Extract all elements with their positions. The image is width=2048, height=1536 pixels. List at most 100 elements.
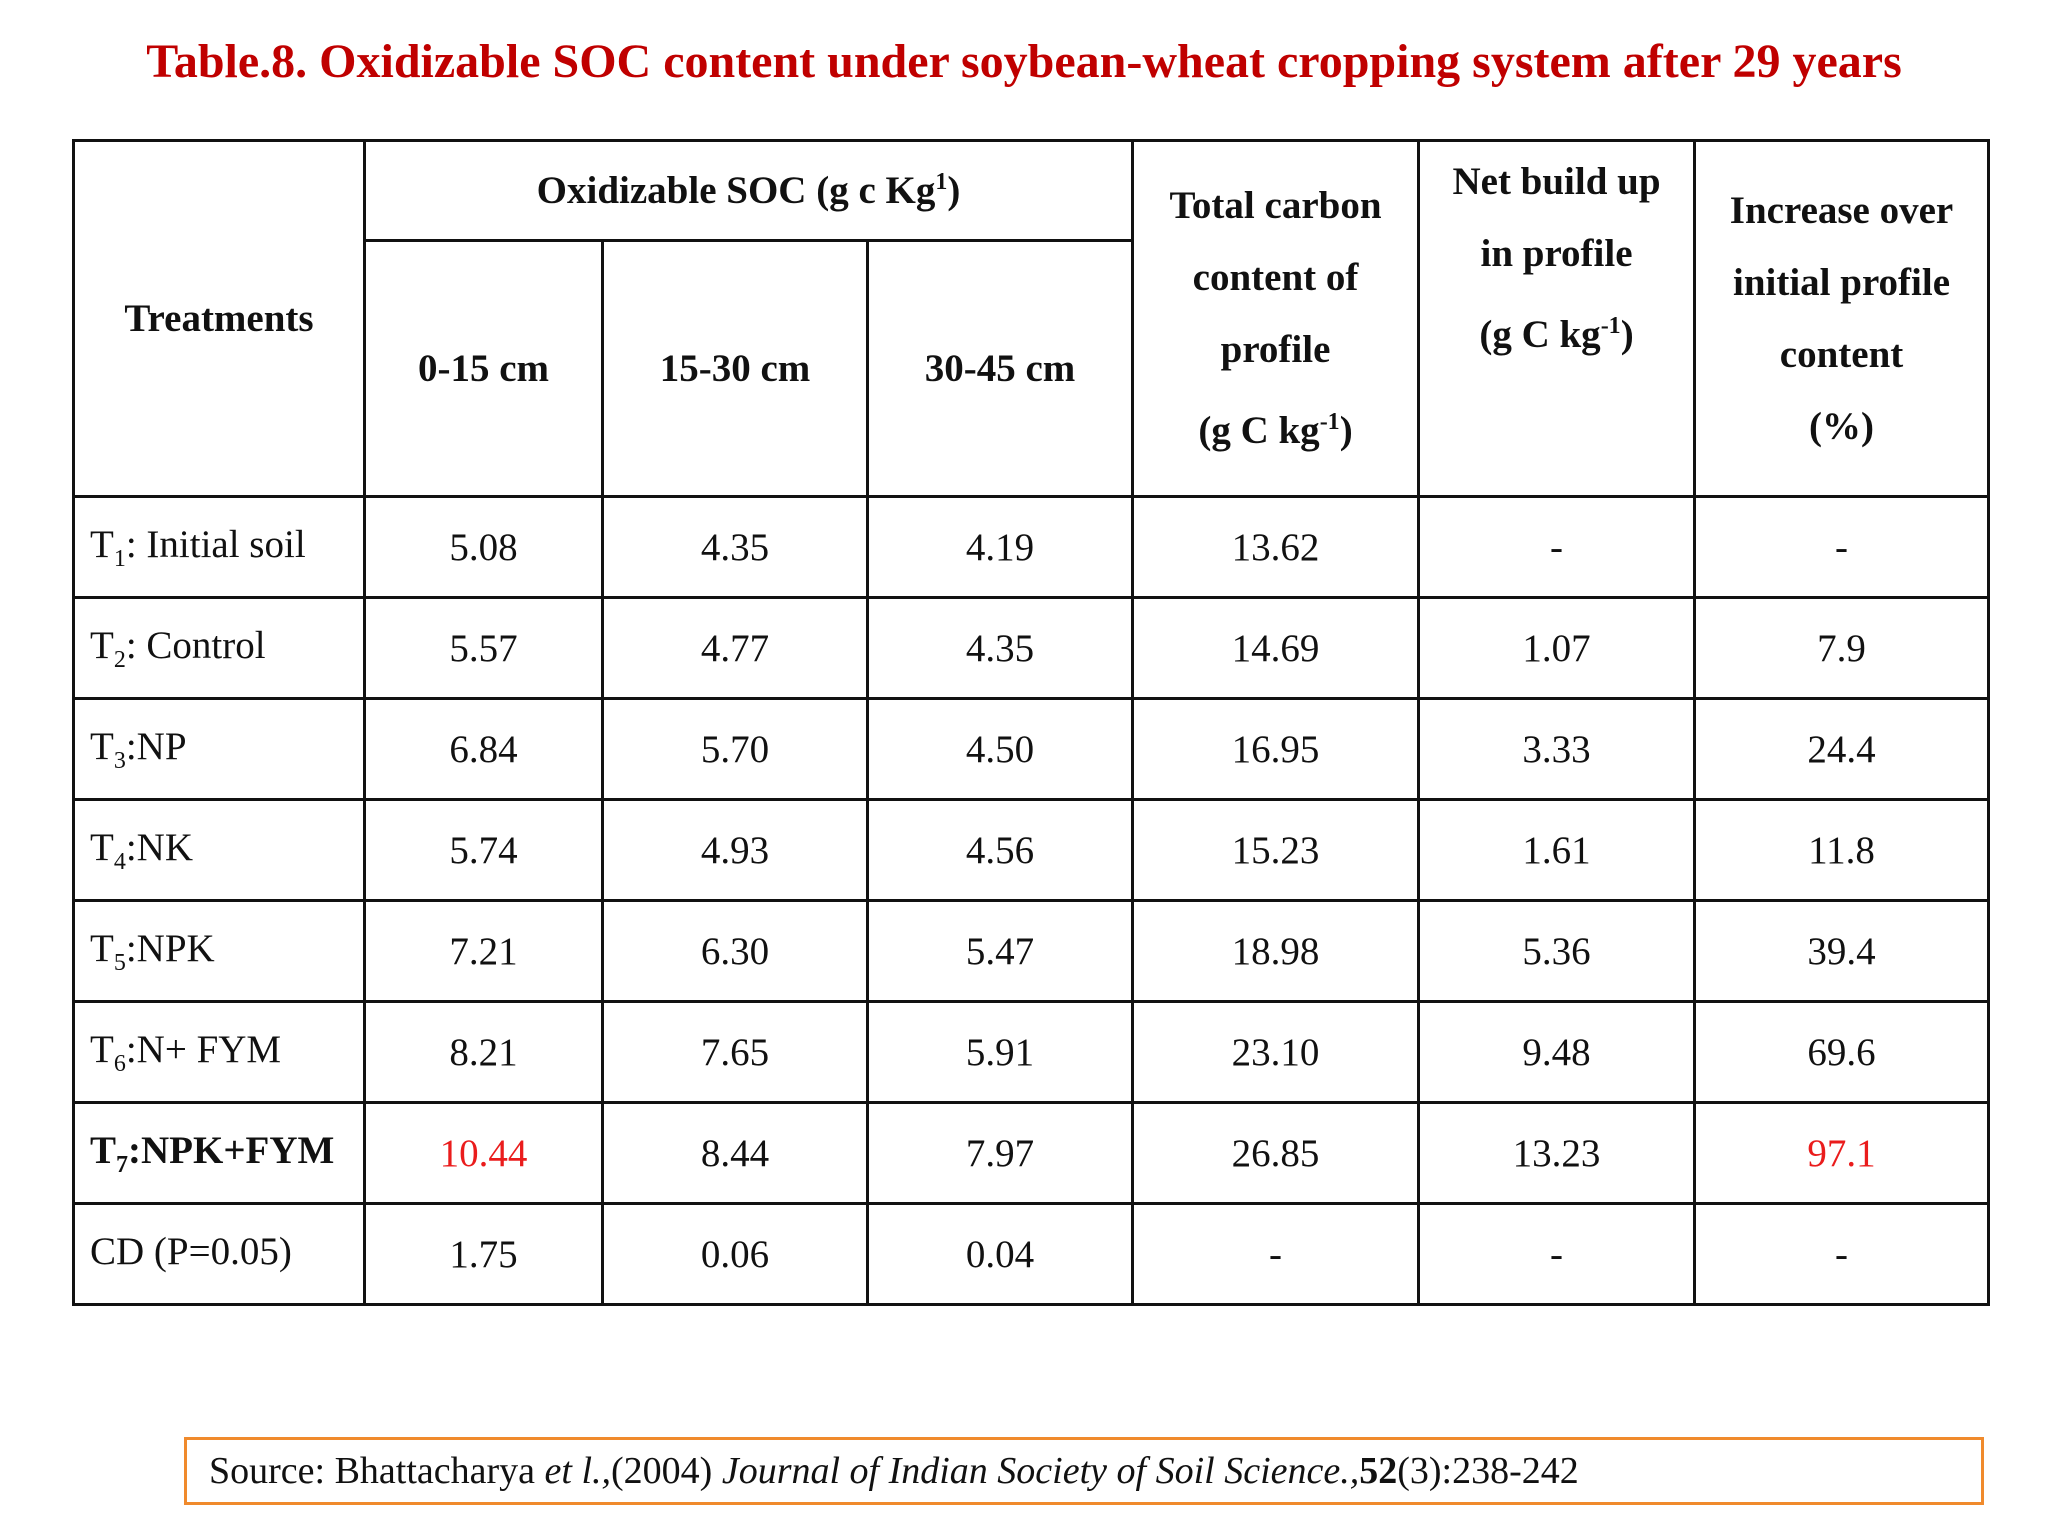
header-oxidizable-soc-end: ) <box>947 169 961 212</box>
treatment-cell: T5:NPK <box>72 899 366 1003</box>
header-net-buildup-l2: in profile <box>1480 232 1633 275</box>
treatment-t: T <box>90 522 114 566</box>
source-volume: 52 <box>1359 1450 1398 1492</box>
header-depth-30-45: 30-45 cm <box>865 239 1135 498</box>
source-prefix: Source: Bhattacharya <box>209 1450 545 1492</box>
header-net-buildup-l3: (g C kg-1) <box>1420 290 1693 371</box>
soc-15-30-cell: 4.35 <box>601 495 869 599</box>
header-increase: Increase over initial profile content (%… <box>1693 139 1991 498</box>
treatment-cell: T6:N+ FYM <box>72 1000 366 1104</box>
soc-0-15-cell-highlight: 10.44 <box>363 1101 604 1205</box>
soc-0-15-cell: 1.75 <box>363 1202 604 1306</box>
increase-cell: 39.4 <box>1693 899 1991 1003</box>
net-buildup-cell: 1.61 <box>1417 798 1697 902</box>
treatment-cell: T2: Control <box>72 596 366 700</box>
soc-0-15-cell: 5.57 <box>363 596 604 700</box>
treatment-t: T <box>90 825 114 869</box>
soc-30-45-cell: 4.19 <box>865 495 1135 599</box>
header-depth-15-30: 15-30 cm <box>601 239 869 498</box>
treatment-t: T <box>90 1027 114 1071</box>
treatment-name: :NP <box>125 724 187 768</box>
soc-15-30-cell: 4.93 <box>601 798 869 902</box>
net-buildup-cell: - <box>1417 495 1697 599</box>
soc-15-30-cell: 8.44 <box>601 1101 869 1205</box>
net-buildup-cell: 5.36 <box>1417 899 1697 1003</box>
treatment-name: :NPK+FYM <box>128 1128 335 1172</box>
soc-table: Treatments Oxidizable SOC (g c Kg1) Tota… <box>72 139 1991 1306</box>
total-carbon-cell: 14.69 <box>1131 596 1421 700</box>
total-carbon-cell: 15.23 <box>1131 798 1421 902</box>
header-net-buildup-l3a: (g C kg <box>1479 313 1601 356</box>
header-total-carbon-l3: profile <box>1220 328 1331 371</box>
header-total-carbon-l2: content of <box>1192 256 1359 299</box>
table-title: Table.8. Oxidizable SOC content under so… <box>146 35 1902 88</box>
soc-15-30-cell: 5.70 <box>601 697 869 801</box>
source-year: (2004) <box>611 1450 722 1492</box>
increase-cell: 11.8 <box>1693 798 1991 902</box>
increase-cell: - <box>1693 495 1991 599</box>
treatment-t: CD (P=0.05) <box>90 1229 292 1273</box>
treatment-t: T <box>90 1128 117 1172</box>
table-row: T5:NPK 7.21 6.30 5.47 18.98 5.36 39.4 <box>72 899 1991 1003</box>
increase-cell: - <box>1693 1202 1991 1306</box>
header-net-buildup-l3sup: -1 <box>1600 313 1621 339</box>
treatment-t: T <box>90 623 114 667</box>
increase-cell: 7.9 <box>1693 596 1991 700</box>
net-buildup-cell: - <box>1417 1202 1697 1306</box>
treatment-name: : Initial soil <box>125 522 306 566</box>
table-row-highlight: T7:NPK+FYM 10.44 8.44 7.97 26.85 13.23 9… <box>72 1101 1991 1205</box>
header-increase-l4: (%) <box>1809 404 1874 448</box>
header-total-carbon-l4sup: -1 <box>1319 409 1340 435</box>
treatment-cell: T4:NK <box>72 798 366 902</box>
treatment-cell: T7:NPK+FYM <box>72 1101 366 1205</box>
header-oxidizable-soc-sup: 1 <box>935 169 948 195</box>
treatment-sub: 5 <box>113 949 126 976</box>
treatment-cell: T1: Initial soil <box>72 495 366 599</box>
soc-15-30-cell: 7.65 <box>601 1000 869 1104</box>
table-row: T6:N+ FYM 8.21 7.65 5.91 23.10 9.48 69.6 <box>72 1000 1991 1104</box>
header-depth-0-15: 0-15 cm <box>363 239 604 498</box>
soc-15-30-cell: 4.77 <box>601 596 869 700</box>
treatment-sub: 1 <box>113 545 126 572</box>
total-carbon-cell: 13.62 <box>1131 495 1421 599</box>
treatment-sub: 2 <box>113 646 126 673</box>
header-total-carbon-l4a: (g C kg <box>1198 409 1320 452</box>
treatment-name: :NK <box>125 825 193 869</box>
soc-30-45-cell: 4.50 <box>865 697 1135 801</box>
treatment-sub: 3 <box>113 747 126 774</box>
source-etal: et l., <box>544 1450 612 1492</box>
header-oxidizable-soc: Oxidizable SOC (g c Kg1) <box>362 139 1135 242</box>
treatment-t: T <box>90 724 114 768</box>
total-carbon-cell: 26.85 <box>1131 1101 1421 1205</box>
total-carbon-cell: 23.10 <box>1131 1000 1421 1104</box>
treatment-t: T <box>90 926 114 970</box>
treatment-name: :N+ FYM <box>125 1027 282 1071</box>
soc-15-30-cell: 6.30 <box>601 899 869 1003</box>
header-row-1: Treatments Oxidizable SOC (g c Kg1) Tota… <box>72 139 1991 498</box>
soc-30-45-cell: 5.47 <box>865 899 1135 1003</box>
source-rest: (3):238-242 <box>1397 1450 1579 1492</box>
increase-cell-highlight: 97.1 <box>1693 1101 1991 1205</box>
soc-30-45-cell: 4.56 <box>865 798 1135 902</box>
treatment-cell: CD (P=0.05) <box>72 1202 366 1306</box>
soc-0-15-cell: 7.21 <box>363 899 604 1003</box>
soc-0-15-cell: 8.21 <box>363 1000 604 1104</box>
treatment-sub: 4 <box>113 848 126 875</box>
net-buildup-cell: 3.33 <box>1417 697 1697 801</box>
soc-30-45-cell: 4.35 <box>865 596 1135 700</box>
treatment-name: : Control <box>125 623 266 667</box>
total-carbon-cell: - <box>1131 1202 1421 1306</box>
header-net-buildup: Net build up in profile (g C kg-1) <box>1417 139 1697 498</box>
header-row-2: 0-15 cm 15-30 cm 30-45 cm <box>74 239 1989 498</box>
soc-0-15-cell: 6.84 <box>363 697 604 801</box>
header-increase-l3: content <box>1779 332 1904 376</box>
header-total-carbon: Total carbon content of profile (g C kg-… <box>1131 139 1421 498</box>
increase-cell: 24.4 <box>1693 697 1991 801</box>
total-carbon-cell: 18.98 <box>1131 899 1421 1003</box>
header-net-buildup-l3b: ) <box>1620 313 1634 356</box>
header-oxidizable-soc-text: Oxidizable SOC (g c Kg <box>536 169 936 212</box>
treatment-cell: T3:NP <box>72 697 366 801</box>
increase-cell: 69.6 <box>1693 1000 1991 1104</box>
soc-0-15-cell: 5.74 <box>363 798 604 902</box>
source-journal: Journal of Indian Society of Soil Scienc… <box>721 1450 1360 1492</box>
